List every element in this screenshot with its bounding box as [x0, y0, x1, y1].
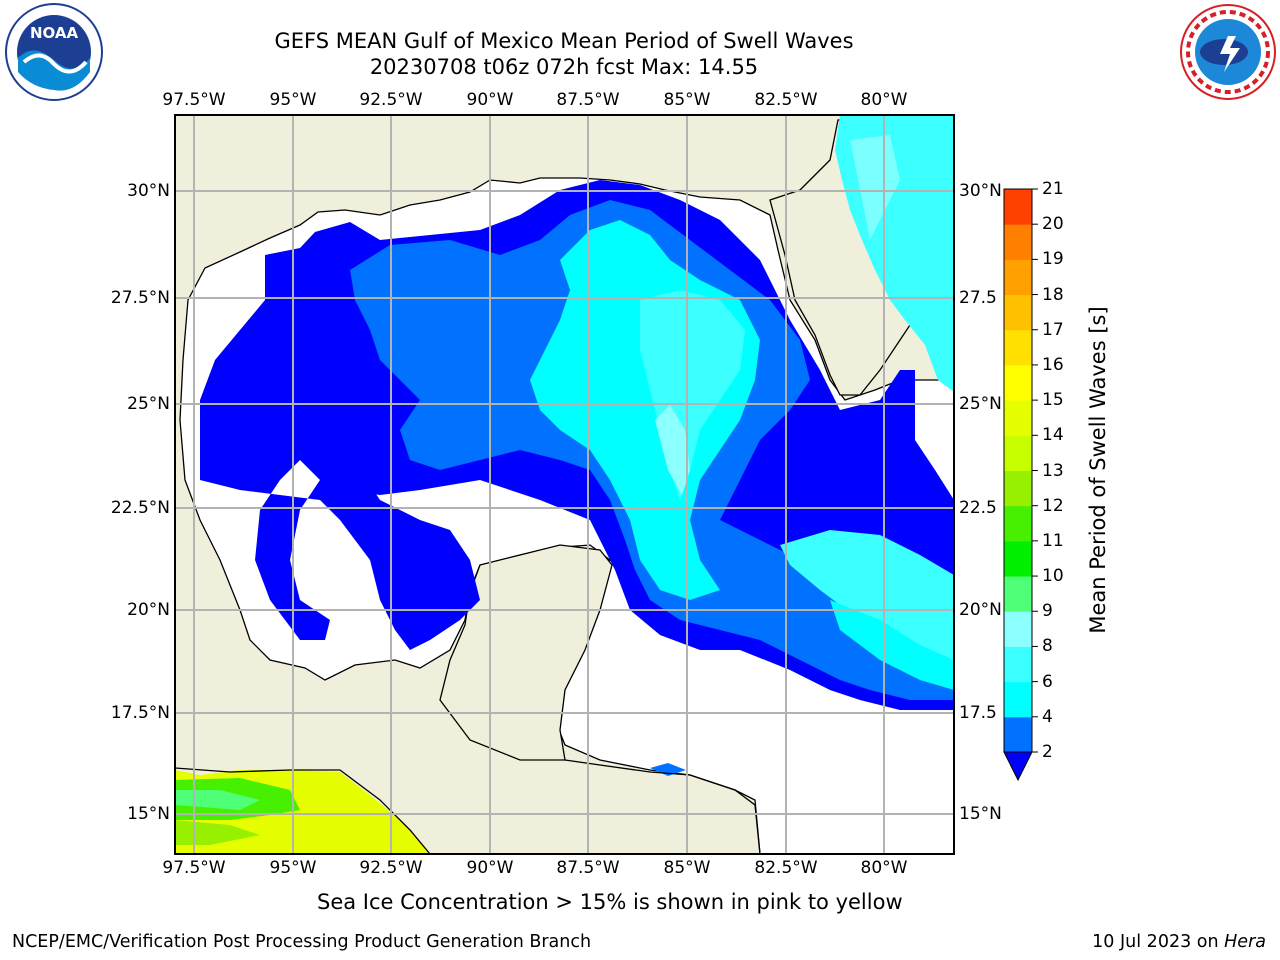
lat-label-left: 17.5°N	[110, 703, 170, 723]
colorbar-segment	[1004, 470, 1032, 507]
colorbar-tick-label: 19	[1042, 249, 1064, 270]
colorbar-segment	[1004, 400, 1032, 436]
graticule	[175, 115, 954, 854]
lon-label-top: 82.5°W	[754, 90, 818, 110]
colorbar-tick-label: 11	[1042, 530, 1064, 551]
colorbar-segment	[1004, 576, 1032, 612]
lat-label-right: 20°N	[959, 600, 1002, 620]
colorbar-segment	[1004, 435, 1032, 471]
lon-label-bottom: 82.5°W	[754, 858, 818, 878]
footer-right: 10 Jul 2023 on Hera	[1092, 932, 1266, 952]
colorbar-tick-label: 8	[1042, 636, 1053, 657]
nws-logo	[1180, 4, 1276, 100]
lat-label-right: 30°N	[959, 181, 1002, 201]
colorbar-segment	[1004, 505, 1032, 542]
yucatan-land	[439, 544, 613, 761]
footer-host: Hera	[1224, 932, 1266, 952]
map-frame	[174, 114, 955, 855]
colorbar-label: Mean Period of Swell Waves [s]	[1086, 306, 1110, 634]
colorbar-tick-label: 14	[1042, 425, 1064, 446]
colorbar-tick-label: 17	[1042, 319, 1064, 340]
colorbar-segment	[1004, 611, 1032, 647]
lat-label-left: 20°N	[127, 600, 170, 620]
lat-label-left: 25°N	[127, 394, 170, 414]
lon-label-top: 90°W	[466, 90, 514, 110]
lat-label-left: 22.5°N	[110, 498, 170, 518]
lon-label-bottom: 80°W	[860, 858, 908, 878]
colorbar-tick-label: 6	[1042, 671, 1053, 692]
colorbar-tick-label: 2	[1042, 742, 1053, 762]
lat-label-right: 27.5	[959, 288, 997, 308]
colorbar-segment	[1004, 540, 1032, 577]
colorbar-segment	[1004, 681, 1032, 718]
colorbar-tick-label: 13	[1042, 460, 1064, 481]
colorbar-segment	[1004, 329, 1032, 366]
lon-label-bottom: 85°W	[663, 858, 711, 878]
lat-label-right: 17.5	[959, 703, 997, 723]
lon-label-bottom: 95°W	[269, 858, 317, 878]
noaa-logo: NOAA	[5, 3, 103, 101]
colorbar-segment	[1004, 224, 1032, 260]
lon-label-bottom: 92.5°W	[359, 858, 423, 878]
footer-left: NCEP/EMC/Verification Post Processing Pr…	[12, 932, 592, 952]
colorbar-tick-label: 10	[1042, 566, 1064, 587]
lon-label-top: 80°W	[860, 90, 908, 110]
lat-label-left: 27.5°N	[110, 288, 170, 308]
title-line-1: GEFS MEAN Gulf of Mexico Mean Period of …	[274, 29, 854, 53]
colorbar-tick-label: 9	[1042, 601, 1053, 622]
colorbar-tick-label: 16	[1042, 354, 1064, 375]
lat-label-left: 15°N	[127, 804, 170, 824]
lon-label-top: 92.5°W	[359, 90, 423, 110]
colorbar-under-arrow	[1003, 751, 1033, 782]
colorbar-tick-label: 18	[1042, 284, 1064, 305]
colorbar-segment	[1004, 646, 1032, 683]
colorbar-tick-label: 15	[1042, 390, 1064, 411]
colorbar-tick-label: 20	[1042, 214, 1064, 235]
lon-label-top: 87.5°W	[556, 90, 620, 110]
colorbar-tick-label: 4	[1042, 706, 1053, 727]
caption: Sea Ice Concentration > 15% is shown in …	[317, 890, 903, 914]
colorbar-tick-label: 21	[1042, 179, 1064, 199]
colorbar-tick-label: 12	[1042, 495, 1064, 516]
colorbar-segment	[1004, 189, 1032, 225]
lat-label-right: 25°N	[959, 394, 1002, 414]
lat-label-right: 15°N	[959, 804, 1002, 824]
lon-label-top: 95°W	[269, 90, 317, 110]
footer-date: 10 Jul 2023 on	[1092, 932, 1225, 952]
lon-label-bottom: 97.5°W	[162, 858, 226, 878]
colorbar-segment	[1004, 364, 1032, 401]
colorbar-segment	[1004, 294, 1032, 331]
lon-label-top: 85°W	[663, 90, 711, 110]
lon-label-top: 97.5°W	[162, 90, 226, 110]
lat-label-left: 30°N	[127, 181, 170, 201]
lon-label-bottom: 87.5°W	[556, 858, 620, 878]
noaa-logo-text: NOAA	[30, 24, 79, 42]
title-line-2: 20230708 t06z 072h fcst Max: 14.55	[369, 55, 759, 79]
colorbar	[1003, 188, 1038, 782]
lon-label-bottom: 90°W	[466, 858, 514, 878]
lat-label-right: 22.5	[959, 498, 997, 518]
colorbar-segment	[1004, 716, 1032, 753]
colorbar-segment	[1004, 259, 1032, 296]
